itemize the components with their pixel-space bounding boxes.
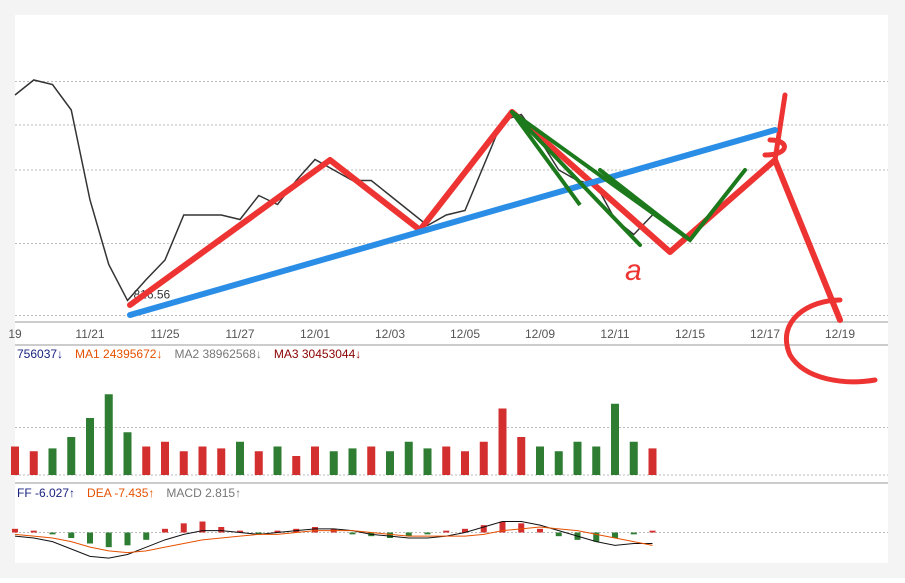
volume-bar (236, 441, 244, 475)
x-tick-label: 12/01 (300, 327, 330, 341)
volume-bar (386, 451, 394, 475)
macd-bar (180, 523, 187, 533)
macd-bar (312, 527, 318, 533)
volume-bar (461, 451, 469, 475)
legend-entry: MACD 2.815↑ (166, 486, 241, 500)
volume-bar (67, 437, 76, 475)
x-tick-label: 12/11 (600, 327, 629, 341)
legend-entry: MA1 24395672↓ (75, 347, 162, 361)
volume-bar (367, 446, 376, 475)
legend-entry: DEA -7.435↑ (87, 486, 154, 500)
macd-bar (87, 532, 93, 544)
x-tick-label: 19 (8, 327, 22, 341)
volume-bar (573, 441, 582, 475)
macd-bar (387, 532, 393, 538)
macd-bar (462, 528, 468, 533)
volume-bar (217, 448, 226, 475)
macd-bar (218, 527, 225, 533)
volume-bar (536, 446, 544, 475)
volume-bar (498, 408, 507, 475)
volume-bar (554, 451, 563, 475)
volume-bar (479, 441, 488, 475)
macd-bar (424, 532, 431, 535)
macd-bar (537, 528, 543, 533)
legend-entry: FF -6.027↑ (17, 486, 75, 500)
volume-bar (11, 446, 19, 475)
volume-bar (48, 448, 57, 475)
macd-bar (274, 530, 281, 533)
volume-bar (348, 448, 357, 475)
macd-bar (49, 532, 56, 535)
volume-bar (329, 451, 338, 475)
x-tick-label: 11/21 (75, 327, 104, 341)
macd-bar (405, 532, 412, 537)
macd-bar (630, 532, 637, 535)
volume-bar (442, 446, 451, 475)
legend-entry: MA3 30453044↓ (274, 347, 361, 361)
volume-bar (142, 446, 151, 475)
x-tick-label: 12/03 (375, 327, 405, 341)
hand-zigzag (127, 109, 843, 323)
legend-entry: MA2 38962568↓ (174, 347, 261, 361)
macd-line (14, 521, 653, 559)
plots: 19 11/21 11/25 11/27 12/01 12/03 12/05 12/09 12/… (8, 79, 888, 559)
macd-bar (237, 530, 243, 533)
volume-bar (292, 456, 301, 475)
volume-bar (123, 432, 132, 475)
volume-bar (648, 448, 657, 475)
macd-bar (555, 532, 562, 537)
macd-bar (518, 523, 525, 533)
volume-bar (273, 446, 282, 475)
macd-bar (12, 528, 18, 533)
x-tick-label: 12/05 (450, 327, 480, 341)
legend-entry: 756037↓ (17, 347, 63, 361)
macd-bar (143, 532, 150, 540)
volume-bar (423, 448, 432, 475)
volume-bar (104, 394, 113, 475)
x-tick-label: 11/25 (150, 327, 179, 341)
macd-bar (30, 530, 37, 533)
hand-green (510, 110, 582, 207)
x-tick-label: 12/15 (675, 327, 705, 341)
x-tick-label: 11/27 (225, 327, 254, 341)
hand-label: a (625, 254, 642, 287)
volume-bar (29, 451, 38, 475)
macd-bar (612, 532, 618, 538)
macd-bar (349, 532, 356, 535)
macd-line (14, 526, 653, 554)
macd-bar (105, 532, 112, 548)
volume-bar (198, 446, 207, 475)
macd-bar (499, 521, 506, 533)
volume-bar (592, 446, 601, 475)
hand-arc (783, 297, 878, 385)
volume-bar (311, 446, 319, 475)
macd-bar (124, 532, 131, 546)
x-tick-label: 12/19 (825, 327, 855, 341)
macd-bar (593, 532, 600, 542)
volume-bar (254, 451, 263, 475)
x-tick-label: 12/09 (525, 327, 555, 341)
volume-bar (611, 403, 619, 475)
volume-bar (629, 441, 638, 475)
hand-trendline (127, 127, 778, 318)
x-tick-label: 12/17 (750, 327, 780, 341)
macd-bar (649, 530, 656, 533)
volume-bar (161, 441, 169, 475)
macd-bar (68, 532, 75, 538)
volume-bar (179, 451, 188, 475)
panel-frame (15, 15, 888, 563)
hand-stroke (762, 92, 788, 163)
volume-bar (517, 437, 526, 475)
macd-bar (443, 530, 450, 533)
macd-bar (480, 525, 487, 533)
hand-green (510, 110, 747, 247)
volume-bar (404, 441, 413, 475)
macd-bar (199, 521, 206, 533)
volume-bar (86, 418, 94, 475)
macd-bar (162, 528, 168, 533)
macd-bar (255, 532, 262, 535)
